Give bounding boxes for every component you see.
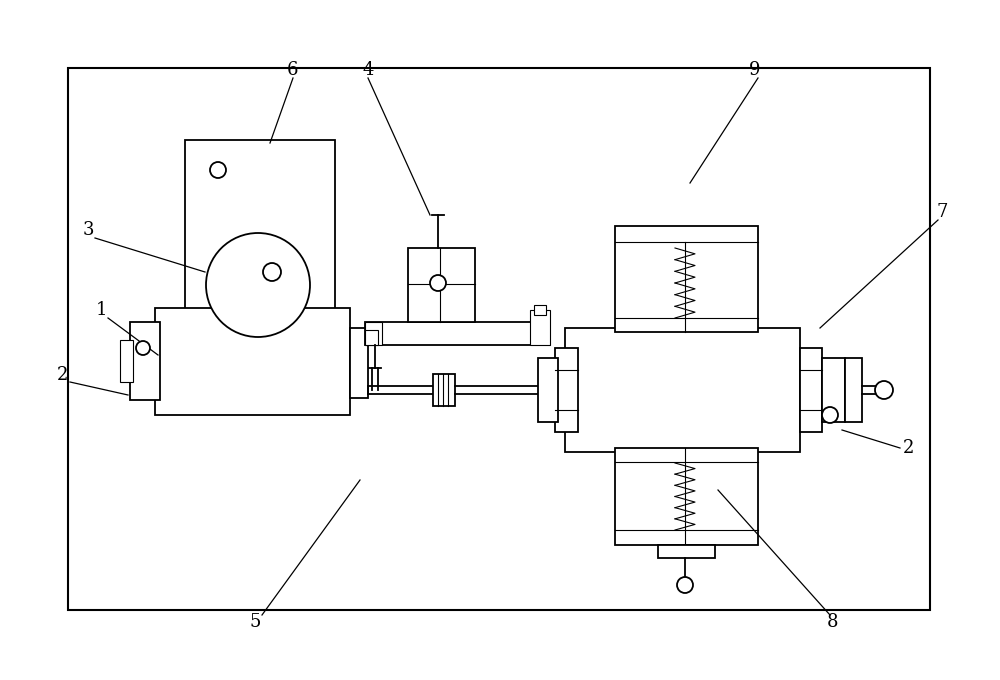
Text: 7: 7 (936, 203, 948, 221)
Circle shape (677, 577, 693, 593)
Bar (365, 322, 550, 345)
Bar (408, 248, 475, 322)
Text: 5: 5 (249, 613, 261, 631)
Bar (538, 358, 558, 422)
Bar (530, 310, 550, 345)
Bar (365, 322, 382, 345)
Bar (534, 305, 546, 315)
Bar (565, 328, 800, 452)
Circle shape (822, 407, 838, 423)
Bar (155, 308, 350, 415)
Text: 8: 8 (827, 613, 839, 631)
Bar (800, 348, 822, 432)
Bar (555, 348, 578, 432)
Text: 4: 4 (362, 61, 374, 79)
Circle shape (263, 263, 281, 281)
Bar (68, 68, 930, 610)
Bar (615, 448, 758, 545)
Circle shape (210, 162, 226, 178)
Text: 2: 2 (902, 439, 914, 457)
Text: 1: 1 (96, 301, 108, 319)
Bar (845, 358, 862, 422)
Circle shape (875, 381, 893, 399)
Circle shape (206, 233, 310, 337)
Bar (365, 330, 378, 345)
Bar (433, 374, 455, 406)
Circle shape (430, 275, 446, 291)
Bar (545, 378, 565, 402)
Bar (120, 340, 133, 382)
Text: 2: 2 (56, 366, 68, 384)
Text: 9: 9 (749, 61, 761, 79)
Bar (615, 226, 758, 332)
Circle shape (136, 341, 150, 355)
Bar (130, 322, 160, 400)
Bar (822, 358, 845, 422)
Text: 3: 3 (82, 221, 94, 239)
Text: 6: 6 (287, 61, 299, 79)
Bar (658, 545, 715, 558)
Bar (185, 140, 335, 310)
Bar (350, 328, 368, 398)
